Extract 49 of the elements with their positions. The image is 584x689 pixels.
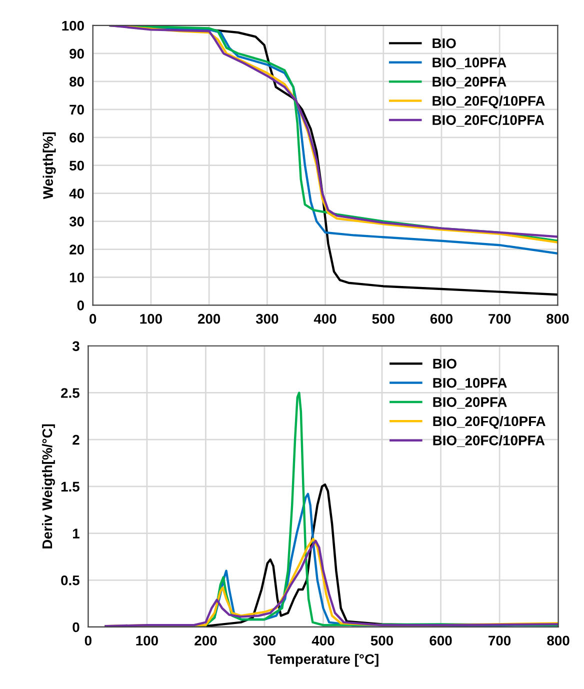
x-tick-label: 400: [314, 314, 336, 324]
y-tick-label: 0: [77, 300, 84, 310]
y-tick-label: 30: [69, 216, 84, 226]
legend-label: BIO_20PFA: [433, 397, 507, 409]
x-tick-label: 0: [90, 314, 96, 324]
y-tick-label: 2.5: [61, 388, 80, 398]
x-axis-title: Temperature [°C]: [268, 654, 378, 667]
x-tick-label: 500: [372, 314, 394, 324]
legend-label: BIO_20PFA: [432, 76, 506, 88]
legend-label: BIO_10PFA: [432, 58, 506, 69]
y-tick-label: 60: [70, 132, 84, 143]
x-tick-label: 300: [253, 636, 276, 646]
y-tick-label: 1: [73, 528, 80, 538]
y-tick-label: 3: [72, 341, 80, 352]
x-tick-label: 100: [140, 314, 162, 324]
x-tick-label: 100: [136, 636, 158, 646]
y-tick-label: 10: [70, 272, 84, 282]
y-tick-label: 0: [72, 622, 80, 632]
y-tick-label: 90: [70, 48, 84, 59]
y-tick-label: 40: [69, 188, 84, 199]
x-tick-label: 500: [370, 636, 394, 646]
legend-label: BIO_20FQ/10PFA: [433, 416, 546, 429]
x-tick-label: 800: [546, 314, 569, 324]
y-tick-label: 70: [70, 104, 84, 115]
x-tick-label: 700: [488, 314, 511, 324]
x-tick-label: 800: [547, 636, 570, 646]
x-tick-label: 200: [198, 314, 220, 324]
legend-label: BIO_20FQ/10PFA: [432, 96, 545, 108]
y-tick-label: 1.5: [61, 482, 80, 492]
y-tick-label: 100: [62, 20, 84, 31]
y-tick-label: 20: [70, 244, 84, 254]
x-tick-label: 600: [430, 636, 452, 646]
legend-label: BIO_20FC/10PFA: [432, 114, 544, 127]
y-axis-title: Weigth[%]: [42, 132, 56, 200]
x-tick-label: 300: [256, 314, 278, 324]
y-axis-title: Deriv Weigth[%/°C]: [42, 424, 55, 548]
y-tick-label: 80: [70, 76, 84, 87]
y-tick-label: 0.5: [61, 575, 80, 586]
y-tick-label: 2: [72, 434, 80, 445]
x-tick-label: 200: [194, 636, 217, 646]
legend-label: BIO: [433, 358, 456, 369]
x-tick-label: 700: [488, 636, 511, 646]
x-tick-label: 600: [430, 314, 453, 324]
x-tick-label: 400: [312, 636, 334, 646]
legend-label: BIO_10PFA: [433, 378, 507, 390]
y-tick-label: 50: [70, 160, 84, 171]
legend-label: BIO: [432, 38, 456, 48]
legend-label: BIO_20FC/10PFA: [433, 435, 545, 447]
x-tick-label: 0: [84, 636, 92, 646]
